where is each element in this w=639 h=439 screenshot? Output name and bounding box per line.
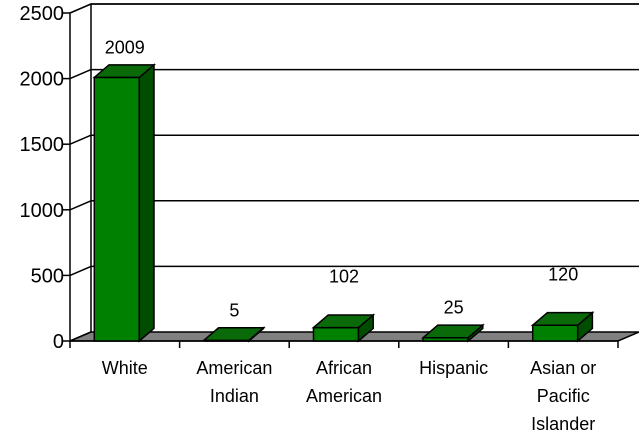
bar-top — [92, 64, 157, 79]
x-category-label: Hispanic — [419, 358, 488, 378]
x-category-label: Islander — [531, 414, 595, 434]
bar-top — [421, 324, 485, 339]
data-label: 120 — [548, 264, 578, 284]
data-label: 2009 — [105, 37, 145, 57]
bar-top — [530, 311, 595, 327]
bar-side — [138, 63, 155, 343]
bar — [92, 63, 157, 343]
labels: 0 500 1000 1500 2000 2500 2009 White 5 American In… — [20, 3, 597, 434]
gridline-side — [69, 265, 92, 277]
bar — [201, 326, 266, 343]
x-category-label: American — [306, 386, 382, 406]
x-category-label: African — [316, 358, 372, 378]
bar-front — [531, 324, 579, 342]
gridlines — [69, 3, 639, 277]
data-label: 102 — [329, 267, 359, 287]
bar — [421, 323, 485, 343]
bars — [92, 63, 595, 343]
x-category-label: White — [102, 358, 148, 378]
chart-walls — [69, 3, 639, 342]
y-tick-label: 2000 — [20, 69, 65, 91]
data-label: 5 — [229, 300, 239, 320]
gridline-side — [69, 68, 92, 80]
bar — [311, 313, 376, 343]
bar — [530, 311, 595, 343]
gridline-side — [69, 3, 92, 14]
gridline-side — [69, 200, 92, 211]
y-tick-label: 1500 — [20, 134, 65, 156]
y-tick-label: 2500 — [20, 3, 65, 25]
x-category-label: Asian or — [530, 358, 596, 378]
bar-top — [201, 326, 266, 342]
bar-top — [311, 314, 376, 329]
x-category-label: American — [196, 358, 272, 378]
x-category-label: Pacific — [537, 386, 590, 406]
bar-front — [312, 326, 360, 342]
y-tick-label: 0 — [53, 331, 64, 353]
y-tick-label: 500 — [31, 265, 64, 287]
data-label: 25 — [444, 298, 464, 318]
bar-front — [93, 76, 141, 342]
back-wall-outline — [69, 3, 639, 342]
y-tick-label: 1000 — [20, 200, 65, 222]
x-category-label: Indian — [210, 386, 259, 406]
gridline-side — [69, 134, 92, 145]
